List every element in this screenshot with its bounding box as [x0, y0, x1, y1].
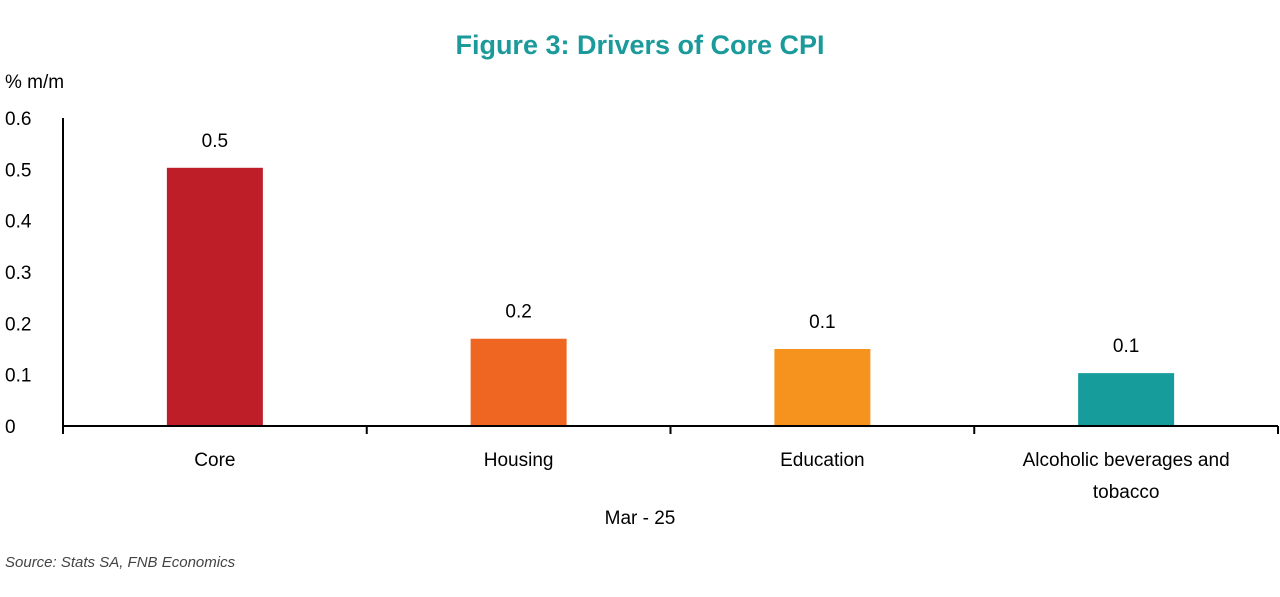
y-tick-label: 0.3: [5, 263, 31, 284]
bar: [774, 349, 871, 426]
data-label: 0.5: [202, 131, 228, 152]
data-labels: 0.5 0.2 0.1 0.1: [202, 131, 1140, 357]
data-label: 0.1: [809, 312, 835, 333]
axis-lines: [62, 118, 1279, 434]
data-label: 0.1: [1113, 336, 1139, 357]
source-note: Source: Stats SA, FNB Economics: [5, 554, 236, 571]
x-tick-label: Alcoholic beverages and tobacco: [1023, 450, 1230, 503]
y-tick-label: 0: [5, 417, 16, 438]
bar: [470, 338, 567, 426]
x-tick-label: Housing: [484, 450, 554, 471]
y-tick-label: 0.5: [5, 160, 31, 181]
y-tick-label: 0.2: [5, 314, 31, 335]
x-axis: Core Housing Education Alcoholic beverages …: [194, 450, 1229, 503]
y-tick-label: 0.4: [5, 212, 32, 233]
chart-title: Figure 3: Drivers of Core CPI: [455, 30, 824, 60]
bar: [166, 167, 263, 426]
x-tick-label: Education: [780, 450, 865, 471]
y-tick-label: 0.1: [5, 366, 31, 387]
y-tick-label: 0.6: [5, 109, 31, 130]
x-axis-title: Mar - 25: [605, 508, 676, 529]
data-label: 0.2: [505, 302, 531, 323]
y-axis: 0 0.1 0.2 0.3 0.4 0.5 0.6: [5, 109, 32, 438]
bars: [166, 167, 1175, 426]
bar: [1078, 373, 1175, 426]
y-axis-unit-label: % m/m: [5, 72, 64, 93]
x-tick-label: Core: [194, 450, 235, 471]
